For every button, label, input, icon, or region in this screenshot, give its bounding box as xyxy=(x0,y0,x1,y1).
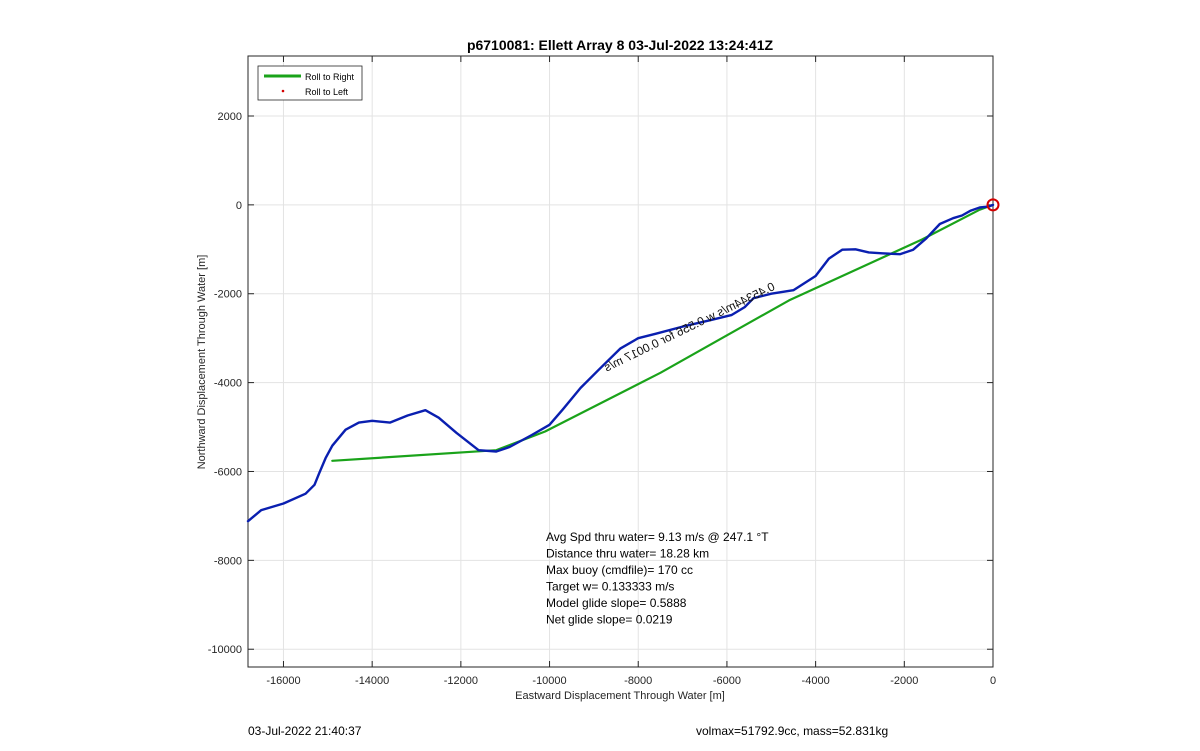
series-line-0 xyxy=(331,203,995,462)
y-axis-ticks: -10000 -8000 -6000 -4000 -2000 0 2000 xyxy=(208,111,993,656)
x-axis-label: Eastward Displacement Through Water [m] xyxy=(515,690,725,702)
series-layer xyxy=(246,203,995,523)
stats-annotations: Avg Spd thru water= 9.13 m/s @ 247.1 °T D… xyxy=(546,530,769,627)
start-marker xyxy=(986,198,1000,212)
y-axis-label: Northward Displacement Through Water [m] xyxy=(196,255,208,470)
footer-timestamp: 03-Jul-2022 21:40:37 xyxy=(248,724,362,738)
legend-label-roll-to-left: Roll to Left xyxy=(305,87,349,97)
stats-line: Avg Spd thru water= 9.13 m/s @ 247.1 °T xyxy=(546,530,769,544)
y-tick-label: -6000 xyxy=(214,466,242,478)
series-line-1 xyxy=(246,203,995,523)
x-tick-label: -8000 xyxy=(624,675,652,687)
y-tick-label: -2000 xyxy=(214,289,242,301)
x-tick-label: -10000 xyxy=(532,675,566,687)
legend-swatch-roll-to-left xyxy=(281,89,285,93)
x-axis-ticks: -16000 -14000 -12000 -10000 -8000 -6000 -4000 -… xyxy=(266,56,996,687)
x-tick-label: -12000 xyxy=(444,675,478,687)
stats-line: Net glide slope= 0.0219 xyxy=(546,613,673,627)
stats-line: Target w= 0.133333 m/s xyxy=(546,580,674,594)
x-tick-label: -4000 xyxy=(802,675,830,687)
legend-box xyxy=(257,65,363,101)
x-tick-label: -2000 xyxy=(890,675,918,687)
x-tick-label: -14000 xyxy=(355,675,389,687)
footer-mass-info: volmax=51792.9cc, mass=52.831kg xyxy=(696,724,889,738)
plot-frame xyxy=(247,55,994,668)
stats-line: Distance thru water= 18.28 km xyxy=(546,547,709,561)
x-tick-label: -6000 xyxy=(713,675,741,687)
y-tick-label: -4000 xyxy=(214,378,242,390)
marker-layer xyxy=(986,198,1000,212)
y-tick-label: -8000 xyxy=(214,555,242,567)
y-tick-label: -10000 xyxy=(208,644,242,656)
legend: Roll to Right Roll to Left xyxy=(257,65,363,101)
y-tick-label: 2000 xyxy=(218,111,242,123)
y-tick-label: 0 xyxy=(236,200,242,212)
stats-line: Model glide slope= 0.5888 xyxy=(546,596,687,610)
x-tick-label: 0 xyxy=(990,675,996,687)
grid-lines xyxy=(248,56,994,667)
stats-line: Max buoy (cmdfile)= 170 cc xyxy=(546,563,693,577)
chart-title: p6710081: Ellett Array 8 03-Jul-2022 13:… xyxy=(467,37,774,53)
legend-label-roll-to-right: Roll to Right xyxy=(305,72,355,82)
x-tick-label: -16000 xyxy=(266,675,300,687)
